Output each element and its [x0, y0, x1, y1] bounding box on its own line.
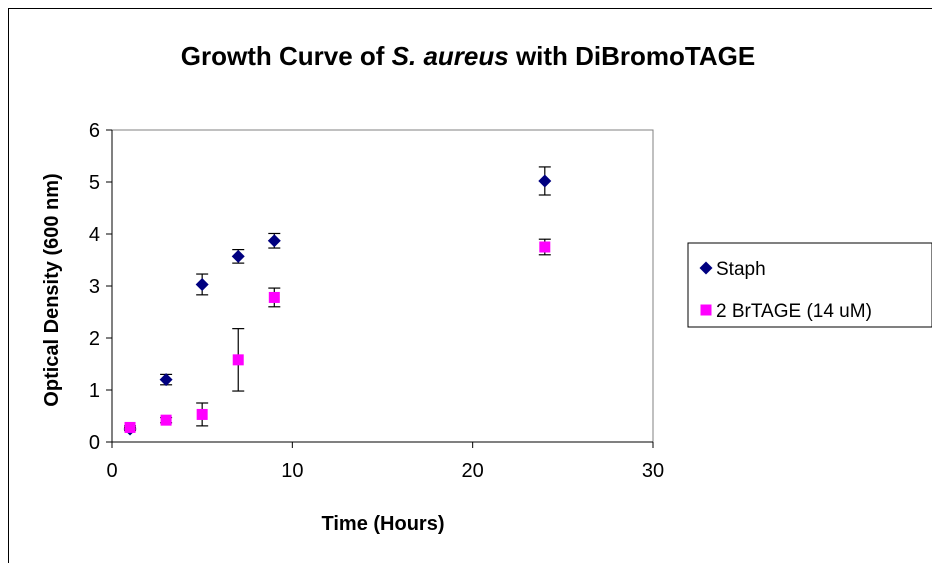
legend-entry-2: 2 BrTAGE (14 uM) [700, 301, 872, 322]
y-axis-title: Optical Density (600 nm) [41, 173, 63, 406]
y-tick-label: 1 [89, 380, 100, 402]
data-point [159, 373, 173, 387]
plot-area [111, 129, 654, 443]
legend-items: Staph 2 BrTAGE (14 uM) [699, 259, 872, 322]
data-marks [123, 166, 552, 436]
data-point [196, 408, 208, 420]
title-part-2: S. aureus [392, 41, 509, 71]
x-tick-label: 10 [281, 460, 303, 482]
y-tick-label: 5 [89, 172, 100, 194]
data-point [268, 291, 280, 303]
legend-marker [699, 261, 713, 275]
y-tick-label: 6 [89, 120, 100, 142]
legend-entry-1: Staph [699, 259, 766, 280]
legend: Staph 2 BrTAGE (14 uM) [687, 242, 932, 328]
legend-label: 2 BrTAGE (14 uM) [716, 301, 872, 322]
x-tick-label: 30 [642, 460, 664, 482]
x-axis-title: Time (Hours) [322, 513, 445, 535]
chart-title: Growth Curve of S. aureus with DiBromoTA… [181, 41, 755, 71]
legend-marker [700, 304, 712, 316]
data-point [232, 354, 244, 366]
y-tick-label: 0 [89, 432, 100, 454]
axes: 0 1 2 3 4 5 6 0 10 20 30 [89, 120, 664, 482]
legend-label: Staph [716, 259, 766, 280]
legend-box [687, 242, 932, 328]
data-point [160, 414, 172, 426]
title-part-3: with DiBromoTAGE [509, 41, 756, 71]
y-tick-label: 3 [89, 276, 100, 298]
series-1 [123, 166, 552, 436]
series-2 [124, 238, 551, 433]
x-tick-label: 0 [106, 460, 117, 482]
data-point [267, 234, 281, 248]
title-part-1: Growth Curve of [181, 41, 392, 71]
y-tick-label: 4 [89, 224, 100, 246]
data-point [231, 249, 245, 263]
data-point [538, 174, 552, 188]
chart-frame [8, 8, 932, 563]
data-point [195, 277, 209, 291]
x-tick-label: 20 [462, 460, 484, 482]
data-point [539, 241, 551, 253]
y-tick-label: 2 [89, 328, 100, 350]
data-point [124, 421, 136, 433]
